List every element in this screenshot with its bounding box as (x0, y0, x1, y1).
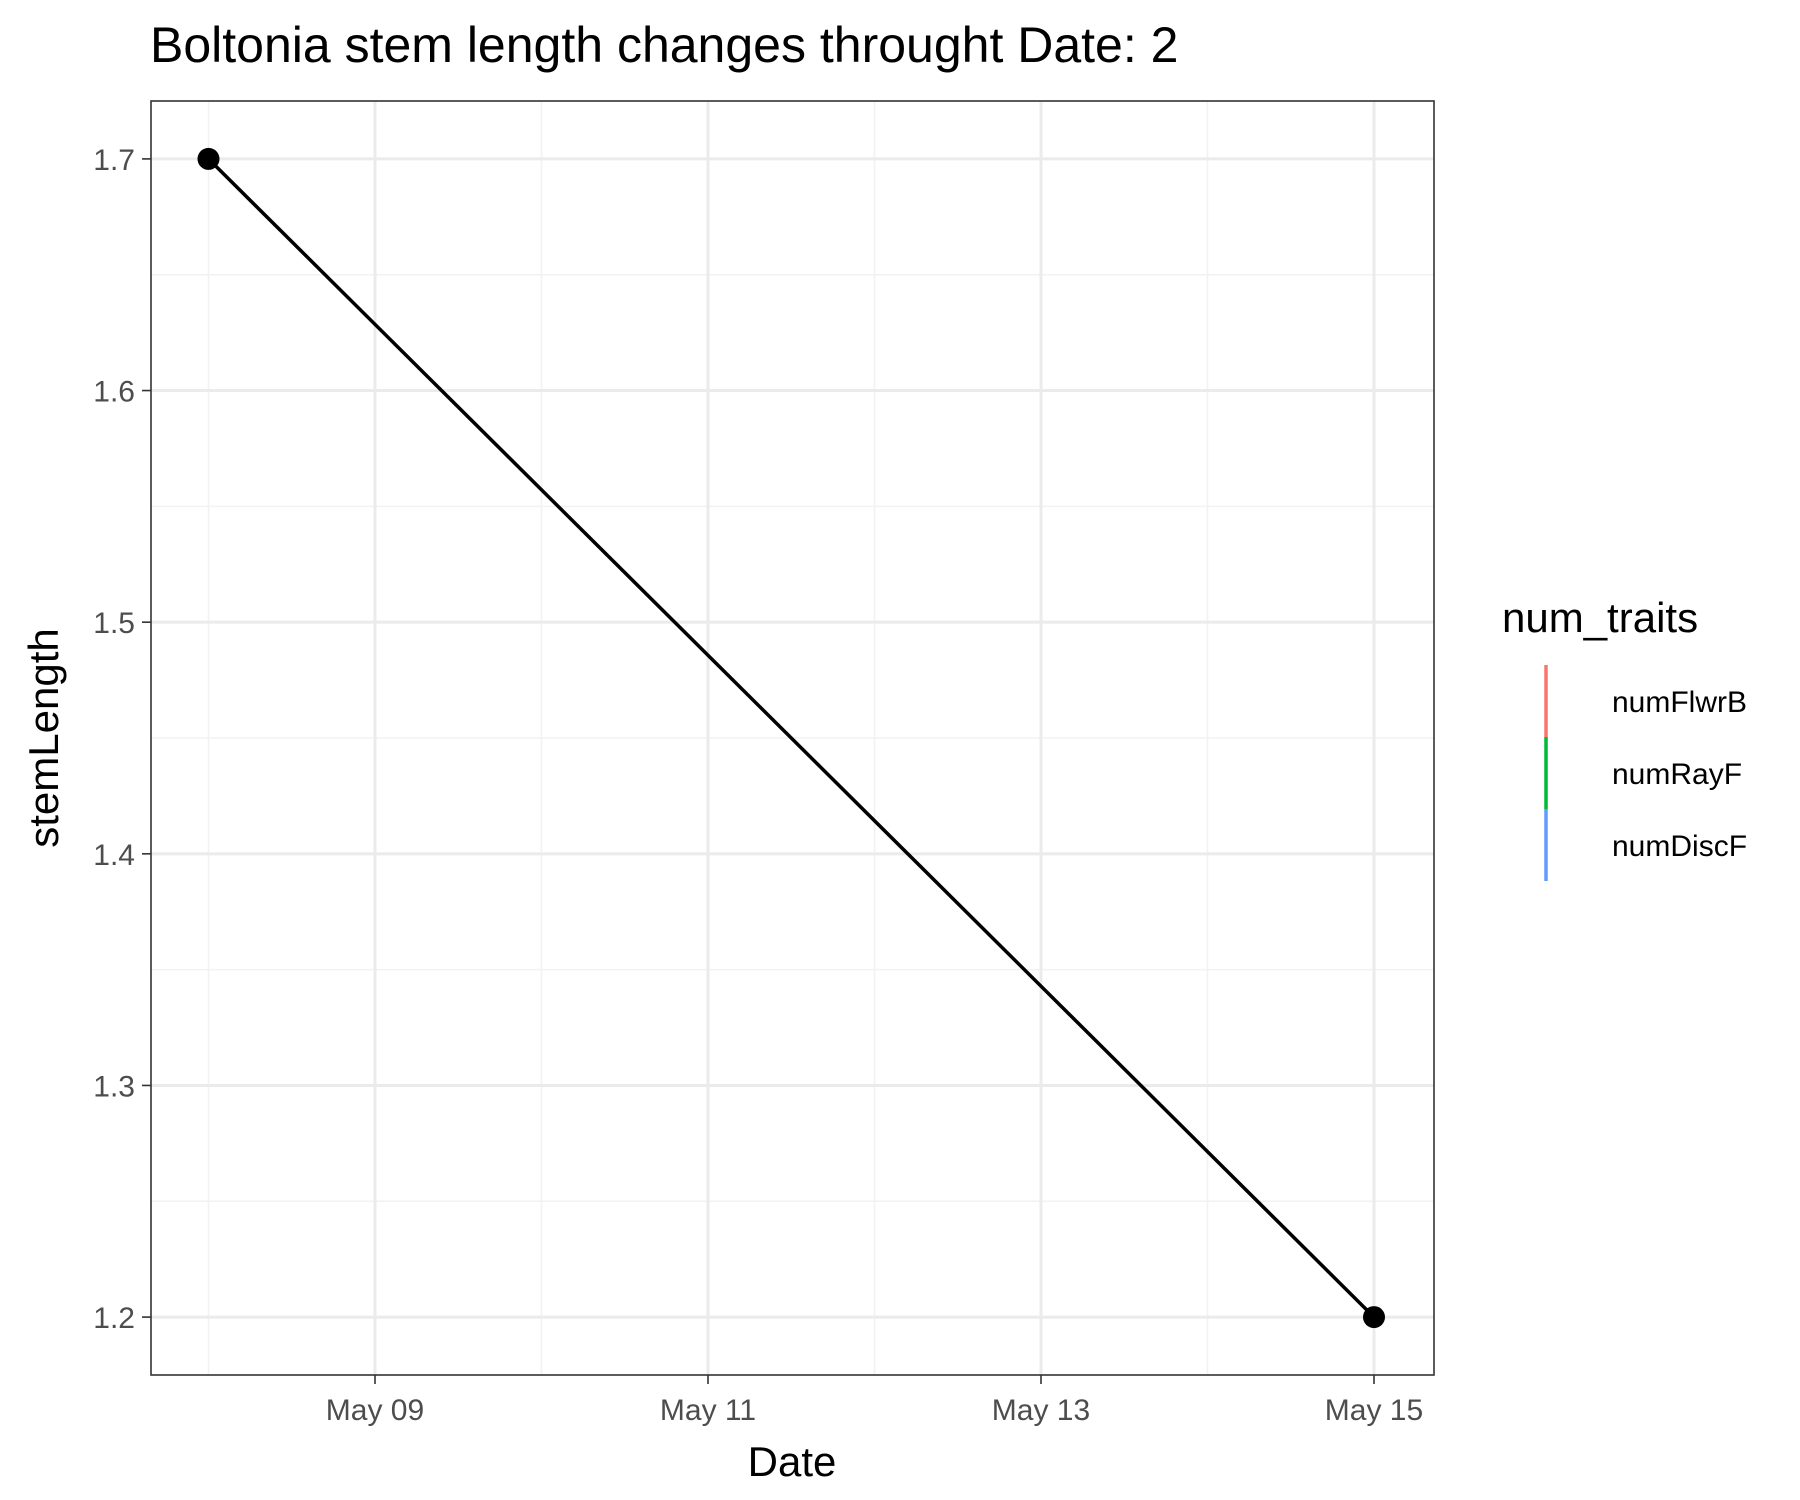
y-axis-title: stemLength (20, 628, 67, 847)
legend-title: num_traits (1502, 594, 1698, 641)
y-axis-ticks: 1.2 1.3 1.4 1.5 1.6 1.7 (93, 144, 151, 1335)
y-tick-label: 1.3 (93, 1070, 135, 1103)
legend-items: numFlwrB numRayF numDiscF (1544, 665, 1747, 881)
legend: num_traits numFlwrB numRayF numDiscF (1502, 594, 1747, 881)
y-tick-label: 1.4 (93, 839, 135, 872)
y-tick-label: 1.2 (93, 1302, 135, 1335)
data-point (197, 147, 220, 170)
major-gridlines (151, 101, 1434, 1375)
series-layer (197, 147, 1385, 1329)
plot-border (150, 100, 1435, 1376)
x-axis-title: Date (748, 1438, 837, 1485)
series-line (207, 157, 1376, 1319)
legend-label: numFlwrB (1612, 686, 1747, 719)
y-tick-label: 1.6 (93, 376, 135, 409)
x-tick-label: May 15 (1325, 1394, 1423, 1427)
legend-label: numDiscF (1612, 830, 1747, 863)
x-tick-label: May 09 (326, 1394, 424, 1427)
data-point (1363, 1306, 1385, 1329)
x-axis-ticks: May 09 May 11 May 13 May 15 (326, 1375, 1423, 1427)
legend-label: numRayF (1612, 758, 1742, 791)
chart-title: Boltonia stem length changes throught Da… (150, 17, 1178, 73)
y-tick-label: 1.7 (93, 144, 135, 177)
y-tick-label: 1.5 (93, 607, 135, 640)
x-tick-label: May 11 (660, 1394, 756, 1427)
x-tick-label: May 13 (992, 1394, 1090, 1427)
